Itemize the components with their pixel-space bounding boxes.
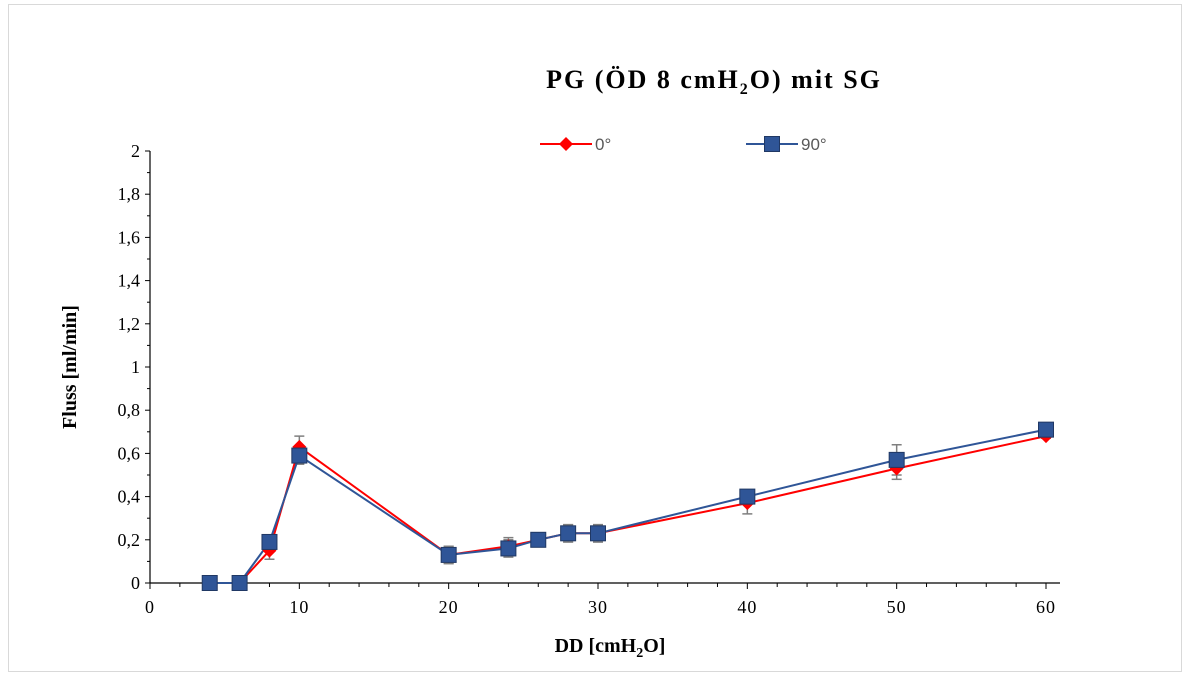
- legend-0deg-marker: [559, 137, 573, 151]
- x-axis-title-rest: O]: [643, 635, 665, 657]
- y-tick-label: 0,2: [118, 530, 141, 550]
- x-tick-label: 40: [737, 597, 757, 617]
- series-90deg-point: [560, 525, 577, 542]
- series-90deg-point: [888, 451, 905, 468]
- legend: 0° 90°: [540, 135, 827, 154]
- chart-frame: [8, 4, 1182, 672]
- series-0deg-line: [209, 435, 1047, 584]
- axes: 00,20,40,60,811,21,41,61,820 10 20 30 40 50 60: [118, 141, 1060, 617]
- series-90deg-point: [1038, 421, 1054, 438]
- x-tick-label: 30: [588, 597, 608, 617]
- legend-90deg-label: 90°: [801, 135, 827, 154]
- y-tick-label: 0,8: [118, 400, 141, 420]
- legend-90deg-marker: [764, 136, 780, 152]
- series-90deg-point: [231, 575, 248, 591]
- y-tick-label: 1,8: [118, 184, 141, 204]
- series-lines: [209, 428, 1047, 584]
- y-tick-label: 1,2: [118, 314, 141, 334]
- series-90deg-point: [440, 546, 457, 563]
- x-tick-label: 60: [1036, 597, 1056, 617]
- chart-title-subscript: 2: [740, 81, 750, 98]
- x-tick-label: 0: [145, 597, 155, 617]
- series-90deg-point: [739, 488, 756, 505]
- x-tick-label: 10: [289, 597, 309, 617]
- x-axis-title-subscript: 2: [636, 646, 643, 661]
- series-markers: [201, 421, 1054, 591]
- chart-title: PG (ÖD 8 cmH2O) mit SG: [546, 65, 882, 98]
- series-90deg-point: [261, 533, 278, 550]
- y-tick-label: 1,6: [118, 227, 141, 247]
- x-axis-title: DD [cmH2O]: [555, 635, 666, 661]
- series-90deg-point: [530, 531, 547, 548]
- series-90deg-line: [209, 428, 1047, 584]
- series-90deg-point: [201, 575, 218, 591]
- error-bars: [264, 426, 1051, 565]
- x-axis-title-main: DD [cmH: [555, 635, 637, 657]
- y-tick-label: 2: [131, 141, 140, 161]
- chart-title-main: PG (ÖD 8 cmH: [546, 65, 740, 94]
- series-90deg-point: [590, 525, 606, 542]
- y-tick-label: 1,4: [118, 271, 141, 291]
- y-tick-label: 1: [131, 357, 140, 377]
- y-tick-label: 0: [131, 573, 140, 593]
- legend-0deg-label: 0°: [595, 135, 611, 154]
- x-tick-label: 20: [439, 597, 459, 617]
- y-tick-label: 0,6: [118, 443, 141, 463]
- y-axis-title: Fluss [ml/min]: [59, 305, 81, 429]
- y-tick-label: 0,4: [118, 487, 141, 507]
- series-90deg-point: [500, 540, 517, 557]
- series-90deg-point: [291, 447, 308, 464]
- x-tick-label: 50: [887, 597, 907, 617]
- chart-title-rest: O) mit SG: [750, 65, 882, 94]
